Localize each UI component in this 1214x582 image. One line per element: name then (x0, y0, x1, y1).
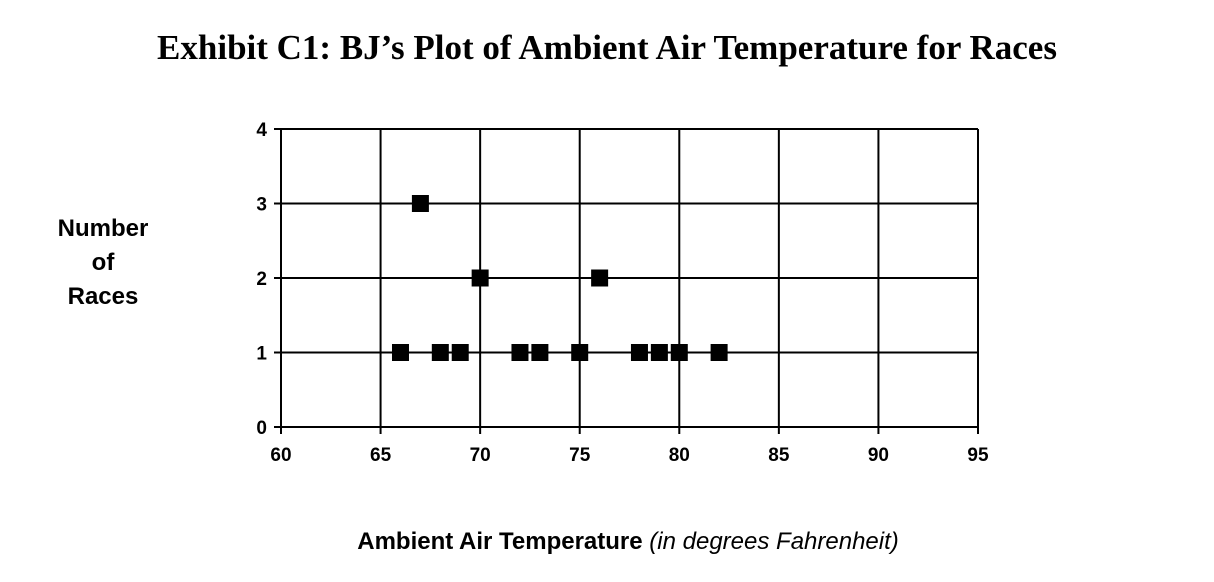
x-tick-label-90: 90 (868, 445, 889, 466)
data-point-5 (511, 344, 529, 361)
data-point-3 (451, 344, 469, 361)
y-tick-label-4: 4 (256, 120, 267, 141)
data-point-12 (710, 344, 728, 361)
y-axis-label-line-1: Number (57, 215, 149, 242)
y-tick-label-2: 2 (256, 269, 267, 290)
x-tick-label-70: 70 (470, 445, 491, 466)
y-tick-label-3: 3 (256, 195, 267, 216)
y-axis-label-line-2: of (91, 249, 115, 276)
data-point-1 (411, 195, 429, 212)
data-point-10 (650, 344, 668, 361)
x-tick-label-95: 95 (967, 445, 989, 466)
data-point-2 (431, 344, 449, 361)
grid-lines (281, 128, 979, 427)
x-axis-label-main: Ambient Air Temperature (357, 528, 643, 555)
y-axis-label-line-3: Races (67, 283, 139, 310)
axes (274, 128, 979, 434)
x-tick-label-80: 80 (669, 445, 690, 466)
x-tick-label-60: 60 (270, 445, 291, 466)
y-tick-label-1: 1 (256, 344, 267, 365)
data-point-0 (391, 344, 409, 361)
data-points (391, 195, 728, 361)
data-point-7 (571, 344, 589, 361)
y-tick-label-0: 0 (256, 418, 267, 439)
data-point-6 (531, 344, 549, 361)
tick-labels: 60 65 70 75 80 85 90 95 0 1 2 3 4 (256, 120, 989, 466)
x-axis-label-sub: (in degrees Fahrenheit) (649, 528, 899, 555)
data-point-8 (591, 269, 609, 287)
x-tick-label-85: 85 (768, 445, 790, 466)
data-point-4 (471, 269, 489, 287)
x-axis-label: Ambient Air Temperature (in degrees Fahr… (0, 528, 1214, 556)
y-axis-label: Number of Races (28, 212, 178, 314)
data-point-9 (630, 344, 648, 361)
x-tick-label-75: 75 (569, 445, 591, 466)
data-point-11 (670, 344, 688, 361)
x-tick-label-65: 65 (370, 445, 392, 466)
chart-title: Exhibit C1: BJ’s Plot of Ambient Air Tem… (157, 28, 1057, 67)
